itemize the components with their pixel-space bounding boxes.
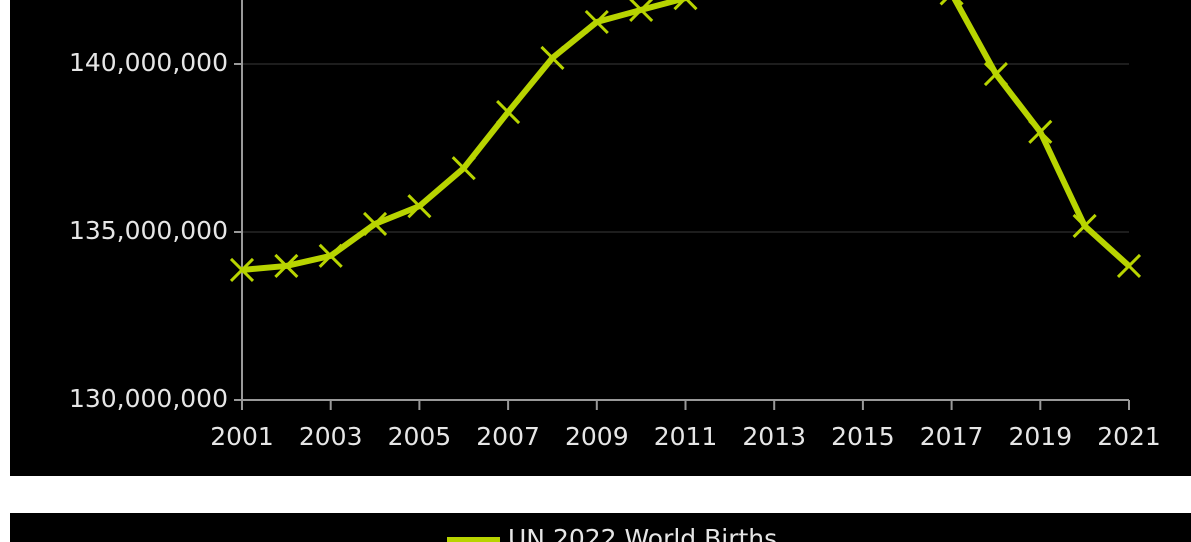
point-marker (362, 211, 388, 236)
x-tick-label: 2001 (210, 422, 274, 451)
x-tick-label: 2015 (831, 422, 895, 451)
point-marker (451, 156, 476, 181)
series-line (241, 0, 1132, 273)
point-marker (407, 194, 432, 219)
x-tick-label: 2021 (1097, 422, 1161, 451)
point-marker (939, 0, 964, 6)
legend-label: UN 2022 World Births (508, 524, 777, 542)
x-tick-label: 2009 (565, 422, 629, 451)
point-marker (318, 243, 343, 268)
point-marker (1072, 213, 1097, 239)
point-marker (229, 257, 255, 283)
plot-area: 130,000,000 135,000,000 140,000,000 2001 200… (69, 0, 1161, 451)
y-tick-label: 130,000,000 (69, 384, 228, 413)
point-marker (540, 45, 565, 71)
point-marker (584, 9, 609, 35)
legend-background (10, 513, 1191, 542)
point-marker (629, 0, 654, 22)
plot-background (10, 0, 1191, 476)
point-marker (983, 62, 1009, 87)
y-tick-label: 135,000,000 (69, 216, 228, 245)
x-tick-label: 2017 (920, 422, 984, 451)
point-marker (1028, 119, 1053, 144)
point-marker (496, 99, 521, 125)
legend: UN 2022 World Births (447, 524, 777, 542)
y-tick-label: 140,000,000 (69, 48, 228, 77)
x-tick-label: 2003 (299, 422, 363, 451)
x-tick-label: 2005 (388, 422, 452, 451)
x-tick-label: 2011 (654, 422, 718, 451)
point-marker (1116, 253, 1142, 278)
x-tick-label: 2007 (476, 422, 540, 451)
point-marker (274, 253, 299, 278)
x-tick-label: 2013 (742, 422, 806, 451)
x-tick-label: 2019 (1008, 422, 1072, 451)
point-marker (673, 0, 698, 11)
